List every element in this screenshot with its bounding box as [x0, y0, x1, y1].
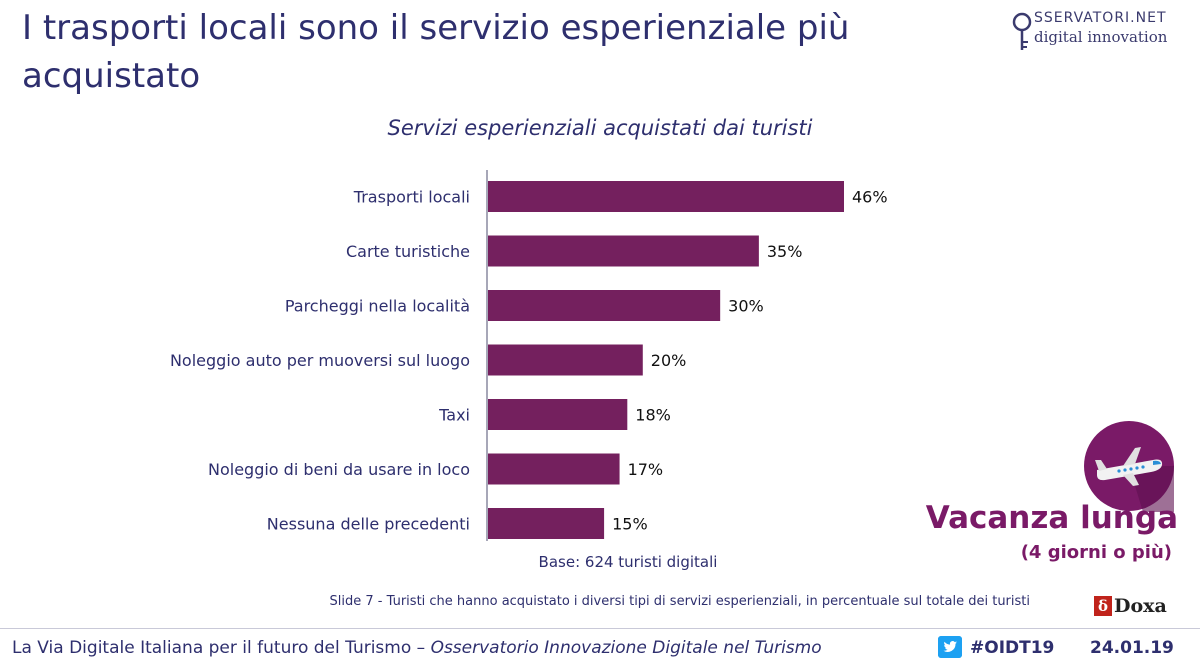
- category-label: Noleggio di beni da usare in loco: [208, 460, 470, 479]
- value-label: 35%: [767, 242, 803, 261]
- footer-divider: [0, 628, 1200, 629]
- badge-title: Vacanza lunga: [925, 500, 1178, 536]
- twitter-icon: [938, 636, 962, 658]
- value-label: 17%: [628, 460, 664, 479]
- osservatori-logo: SSERVATORI.NET digital innovation: [1010, 8, 1190, 58]
- bar-1: [488, 181, 844, 212]
- category-label: Noleggio auto per muoversi sul luogo: [170, 351, 470, 370]
- bar-4: [488, 344, 643, 376]
- badge-subtitle: (4 giorni o più): [1020, 542, 1172, 563]
- slide-title: I trasporti locali sono il servizio espe…: [22, 8, 850, 96]
- category-label: Carte turistiche: [346, 242, 470, 261]
- doxa-logo: δ Doxa: [1094, 594, 1167, 618]
- footer-text-main: La Via Digitale Italiana per il futuro d…: [12, 638, 431, 658]
- category-label: Nessuna delle precedenti: [267, 515, 470, 534]
- value-label: 20%: [651, 351, 687, 370]
- doxa-wordmark: Doxa: [1114, 595, 1167, 617]
- footer-date: 24.01.19: [1090, 638, 1174, 658]
- value-label: 46%: [852, 188, 888, 207]
- slide-footnote: Slide 7 - Turisti che hanno acquistato i…: [329, 594, 1030, 609]
- bar-7: [488, 508, 605, 539]
- bar-5: [488, 399, 628, 430]
- footer-text: La Via Digitale Italiana per il futuro d…: [12, 638, 822, 658]
- bar-chart: Trasporti locali 46% Carte turistiche 35% Pa…: [170, 170, 888, 541]
- logo-line-2: digital innovation: [1034, 28, 1168, 46]
- category-label: Trasporti locali: [353, 188, 470, 207]
- value-label: 30%: [728, 297, 764, 316]
- airplane-icon: [1095, 447, 1163, 486]
- location-pin-icon: [1012, 12, 1032, 50]
- footer: La Via Digitale Italiana per il futuro d…: [0, 629, 1200, 667]
- long-vacation-badge: [1084, 421, 1174, 512]
- category-label: Parcheggi nella località: [285, 297, 470, 316]
- value-label: 15%: [612, 515, 648, 534]
- base-note: Base: 624 turisti digitali: [538, 553, 718, 571]
- logo-line-1: SSERVATORI.NET: [1034, 10, 1167, 26]
- value-label: 18%: [635, 406, 671, 425]
- doxa-mark: δ: [1094, 596, 1112, 616]
- bar-2: [488, 235, 759, 267]
- bar-6: [488, 453, 620, 485]
- chart-title: Servizi esperienziali acquistati dai tur…: [387, 116, 813, 140]
- footer-hashtag[interactable]: #OIDT19: [970, 638, 1055, 658]
- footer-text-italic: Osservatorio Innovazione Digitale nel Tu…: [430, 638, 822, 658]
- bar-3: [488, 290, 721, 321]
- category-label: Taxi: [438, 406, 470, 425]
